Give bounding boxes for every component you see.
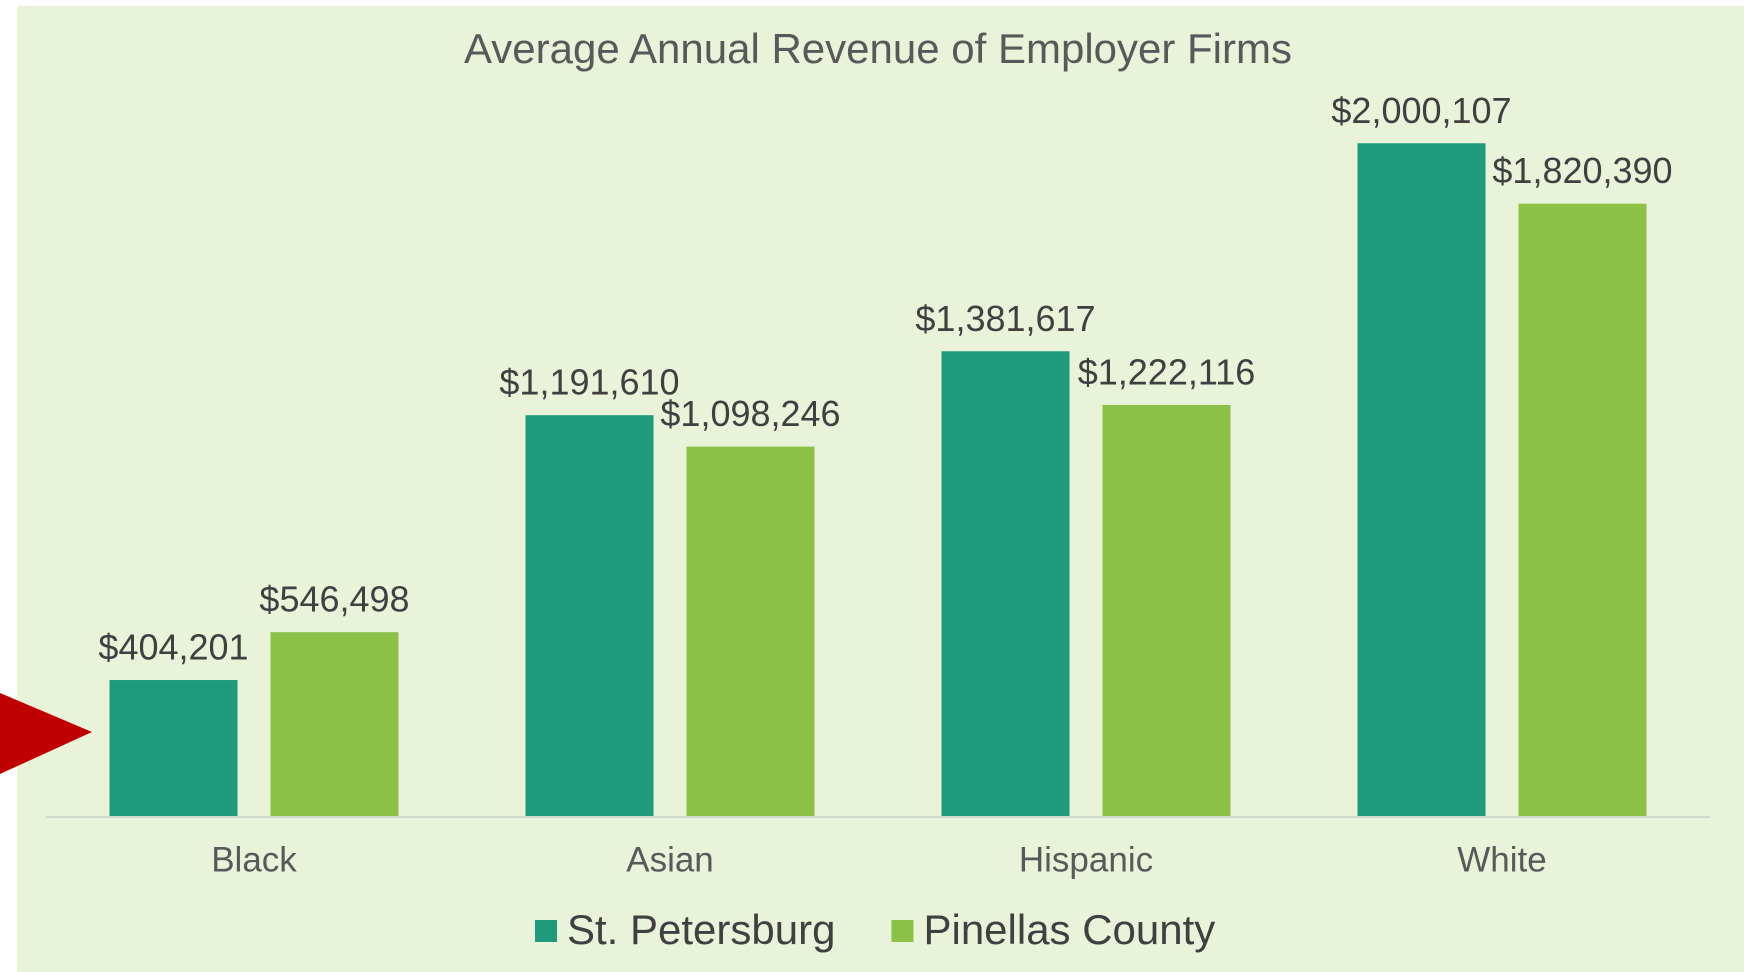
bar xyxy=(1518,203,1647,816)
pointer-arrow xyxy=(0,693,92,774)
x-tick-label: White xyxy=(1457,840,1546,879)
data-label: $1,222,116 xyxy=(1078,351,1256,392)
data-label: $1,098,246 xyxy=(660,393,840,434)
data-label: $404,201 xyxy=(98,627,248,668)
data-label: $2,000,107 xyxy=(1331,90,1511,131)
chart-title: Average Annual Revenue of Employer Firms xyxy=(464,25,1292,72)
bar xyxy=(941,351,1070,816)
data-label: $1,191,610 xyxy=(499,362,679,403)
x-tick-label: Asian xyxy=(626,840,714,879)
legend-label: St. Petersburg xyxy=(567,906,835,953)
x-tick-label: Black xyxy=(211,840,297,879)
bar xyxy=(1102,404,1231,816)
bar xyxy=(525,415,654,816)
bar xyxy=(270,632,399,816)
legend-swatch xyxy=(891,920,914,942)
data-label: $1,820,390 xyxy=(1492,150,1672,191)
bar xyxy=(1357,143,1486,816)
data-label: $546,498 xyxy=(259,579,409,620)
x-tick-label: Hispanic xyxy=(1019,840,1153,879)
legend-swatch xyxy=(535,920,557,942)
data-label: $1,381,617 xyxy=(915,298,1095,339)
bar xyxy=(686,446,815,816)
bar xyxy=(109,680,238,816)
legend-label: Pinellas County xyxy=(923,906,1215,953)
